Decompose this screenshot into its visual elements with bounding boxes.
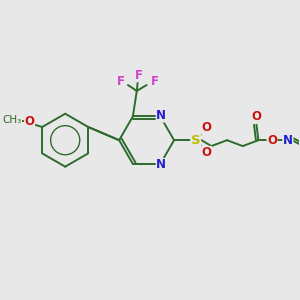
Text: O: O <box>267 134 277 147</box>
Text: O: O <box>251 110 261 123</box>
Text: N: N <box>156 109 166 122</box>
Text: N: N <box>283 134 293 147</box>
Text: O: O <box>201 121 212 134</box>
Text: O: O <box>201 146 212 159</box>
Text: F: F <box>117 75 125 88</box>
Text: S: S <box>191 134 200 147</box>
Text: N: N <box>156 158 166 172</box>
Text: O: O <box>25 115 34 128</box>
Text: F: F <box>135 69 143 82</box>
Text: F: F <box>150 75 158 88</box>
Text: CH₃: CH₃ <box>2 115 22 125</box>
